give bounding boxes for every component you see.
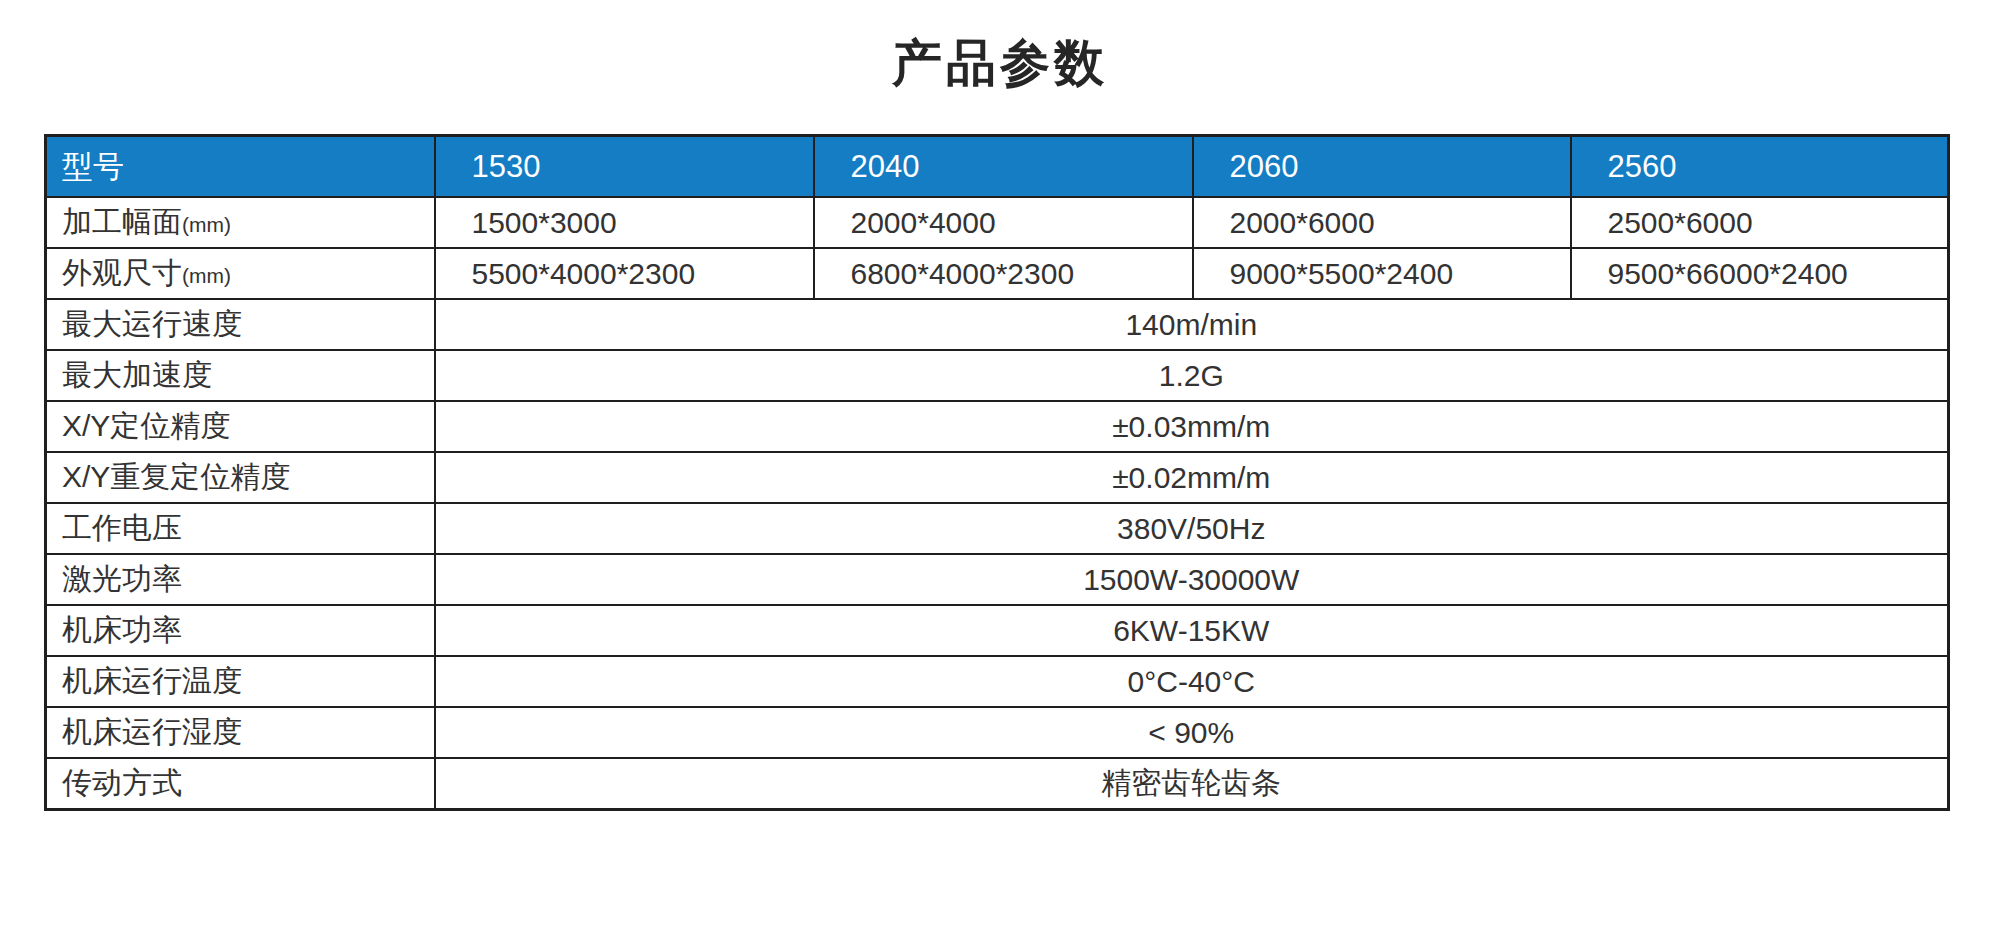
table-body: 加工幅面(mm)1500*30002000*40002000*60002500*… bbox=[46, 197, 1949, 810]
row-label-cell: 外观尺寸(mm) bbox=[46, 248, 435, 299]
row-label-text: 机床运行湿度 bbox=[62, 715, 242, 748]
spec-value-cell: 2000*4000 bbox=[814, 197, 1193, 248]
row-label-text: 最大加速度 bbox=[62, 358, 212, 391]
row-label-cell: 最大加速度 bbox=[46, 350, 435, 401]
spec-value-cell: 5500*4000*2300 bbox=[435, 248, 814, 299]
spec-value-shared-cell: 1.2G bbox=[435, 350, 1949, 401]
spec-value-shared-cell: < 90% bbox=[435, 707, 1949, 758]
spec-value-shared-cell: 140m/min bbox=[435, 299, 1949, 350]
spec-value-shared-cell: 6KW-15KW bbox=[435, 605, 1949, 656]
row-label-text: 外观尺寸 bbox=[62, 256, 182, 289]
spec-value-cell: 9500*66000*2400 bbox=[1571, 248, 1949, 299]
table-row: 传动方式 精密齿轮齿条 bbox=[46, 758, 1949, 810]
row-label-cell: 传动方式 bbox=[46, 758, 435, 810]
row-label-unit: (mm) bbox=[182, 264, 231, 287]
table-row: 工作电压 380V/50Hz bbox=[46, 503, 1949, 554]
spec-value-shared-cell: 380V/50Hz bbox=[435, 503, 1949, 554]
table-row: 加工幅面(mm)1500*30002000*40002000*60002500*… bbox=[46, 197, 1949, 248]
spec-value-shared-cell: 1500W-30000W bbox=[435, 554, 1949, 605]
spec-value-shared-cell: 0°C-40°C bbox=[435, 656, 1949, 707]
row-label-text: 机床功率 bbox=[62, 613, 182, 646]
header-cell-model-label: 型号 bbox=[46, 136, 435, 198]
spec-value-cell: 2500*6000 bbox=[1571, 197, 1949, 248]
table-row: X/Y定位精度 ±0.03mm/m bbox=[46, 401, 1949, 452]
spec-value-shared-cell: 精密齿轮齿条 bbox=[435, 758, 1949, 810]
header-cell-model: 2560 bbox=[1571, 136, 1949, 198]
table-row: X/Y重复定位精度 ±0.02mm/m bbox=[46, 452, 1949, 503]
product-parameters-page: 产品参数 型号 1530204020602560 加工幅面(mm)1500*30… bbox=[0, 34, 2000, 811]
row-label-unit: (mm) bbox=[182, 213, 231, 236]
header-cell-model: 1530 bbox=[435, 136, 814, 198]
table-row: 机床功率 6KW-15KW bbox=[46, 605, 1949, 656]
row-label-text: X/Y定位精度 bbox=[62, 409, 230, 442]
header-cell-model: 2040 bbox=[814, 136, 1193, 198]
row-label-text: 工作电压 bbox=[62, 511, 182, 544]
row-label-text: X/Y重复定位精度 bbox=[62, 460, 290, 493]
row-label-text: 机床运行温度 bbox=[62, 664, 242, 697]
table-row: 最大运行速度 140m/min bbox=[46, 299, 1949, 350]
row-label-cell: 工作电压 bbox=[46, 503, 435, 554]
spec-value-shared-cell: ±0.03mm/m bbox=[435, 401, 1949, 452]
row-label-cell: X/Y重复定位精度 bbox=[46, 452, 435, 503]
row-label-text: 加工幅面 bbox=[62, 205, 182, 238]
table-row: 激光功率 1500W-30000W bbox=[46, 554, 1949, 605]
table-row: 外观尺寸(mm)5500*4000*23006800*4000*23009000… bbox=[46, 248, 1949, 299]
row-label-cell: 机床运行湿度 bbox=[46, 707, 435, 758]
row-label-cell: 最大运行速度 bbox=[46, 299, 435, 350]
header-cell-model: 2060 bbox=[1193, 136, 1571, 198]
spec-value-cell: 1500*3000 bbox=[435, 197, 814, 248]
table-row: 最大加速度 1.2G bbox=[46, 350, 1949, 401]
row-label-cell: 激光功率 bbox=[46, 554, 435, 605]
row-label-text: 激光功率 bbox=[62, 562, 182, 595]
table-row: 机床运行温度 0°C-40°C bbox=[46, 656, 1949, 707]
spec-value-cell: 2000*6000 bbox=[1193, 197, 1571, 248]
spec-value-cell: 9000*5500*2400 bbox=[1193, 248, 1571, 299]
spec-value-cell: 6800*4000*2300 bbox=[814, 248, 1193, 299]
row-label-text: 最大运行速度 bbox=[62, 307, 242, 340]
page-title: 产品参数 bbox=[0, 34, 2000, 92]
row-label-text: 传动方式 bbox=[62, 766, 182, 799]
row-label-cell: 加工幅面(mm) bbox=[46, 197, 435, 248]
header-row: 型号 1530204020602560 bbox=[46, 136, 1949, 198]
spec-value-shared-cell: ±0.02mm/m bbox=[435, 452, 1949, 503]
row-label-cell: 机床运行温度 bbox=[46, 656, 435, 707]
row-label-cell: 机床功率 bbox=[46, 605, 435, 656]
table-row: 机床运行湿度 < 90% bbox=[46, 707, 1949, 758]
row-label-cell: X/Y定位精度 bbox=[46, 401, 435, 452]
product-spec-table: 型号 1530204020602560 加工幅面(mm)1500*3000200… bbox=[44, 134, 1950, 811]
